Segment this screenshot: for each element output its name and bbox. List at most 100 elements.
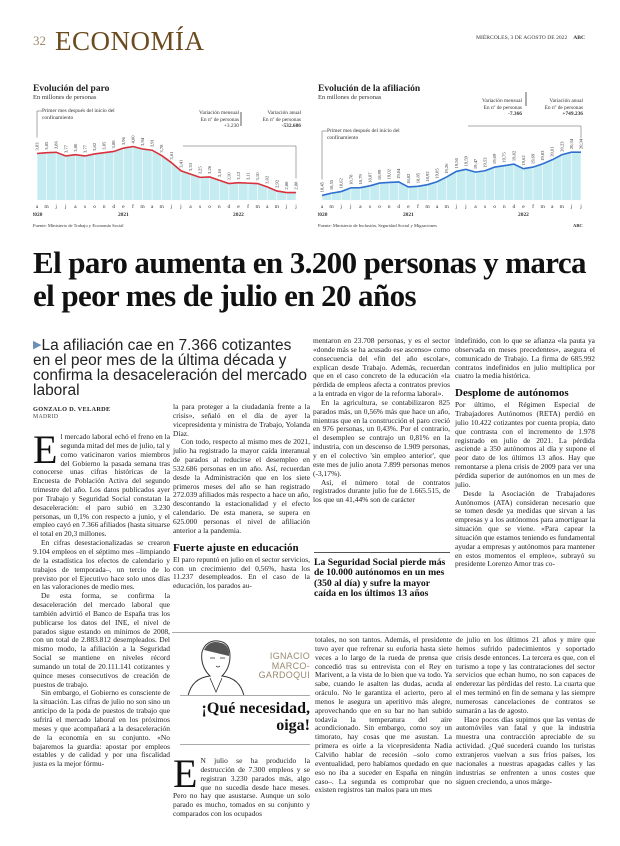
x-tick-label: m <box>540 204 545 210</box>
x-tick-label: n <box>503 204 506 210</box>
x-tick-label: j <box>579 204 582 210</box>
unit: En nº de personas <box>483 104 522 111</box>
data-label: 19,04 <box>396 168 402 179</box>
label: Variación anual <box>549 98 583 104</box>
data-label: 3,85 <box>44 141 50 150</box>
data-label: 3,11 <box>246 172 252 181</box>
data-label: 3,10 <box>226 172 232 181</box>
paragraph: Con todo, respecto al mismo mes de 2021,… <box>173 437 310 535</box>
x-tick-label: e <box>407 204 410 210</box>
x-tick-label: m <box>44 204 49 210</box>
divider <box>172 632 596 633</box>
paragraph: En cifras desestacionalizadas se crearon… <box>33 538 170 592</box>
x-tick-label: j <box>179 204 182 210</box>
article-column-4: indefinido, con lo que se afianza «la pa… <box>455 336 595 569</box>
data-label: 18,92 <box>425 171 431 182</box>
data-label: 19,50 <box>454 157 460 168</box>
data-label: 3,96 <box>121 136 127 145</box>
byline: GONZALO D. VELARDE <box>33 406 111 413</box>
paragraph: Por último, el Régimen Especial de Traba… <box>455 400 595 489</box>
data-label: 3,86 <box>54 141 60 150</box>
x-tick-label: n <box>388 204 391 210</box>
data-label: 19,83 <box>540 150 546 161</box>
unit: En nº de personas <box>200 116 239 123</box>
data-label: 3,83 <box>35 142 41 151</box>
data-label: 19,05 <box>435 168 441 179</box>
x-tick-label: s <box>484 204 486 210</box>
data-label: 3,25 <box>198 166 204 175</box>
x-tick-label: j <box>349 204 352 210</box>
paragraph: l mercado laboral echó el freno en la se… <box>33 432 170 539</box>
place: MADRID <box>33 414 59 420</box>
x-tick-label: s <box>369 204 371 210</box>
data-label: 18,99 <box>377 169 383 180</box>
x-tick-label: f <box>417 203 419 210</box>
x-tick-label: d <box>512 204 515 210</box>
label: Variación mensual <box>199 110 239 116</box>
x-tick-label: d <box>397 204 400 210</box>
data-label: 2,88 <box>294 181 300 190</box>
x-tick-label: j <box>285 204 288 210</box>
dateline: MIÉRCOLES, 3 DE AGOSTO DE 2022 ABC <box>476 35 585 41</box>
opinion-column-2: totales, no son tantos. Además, el presi… <box>315 635 452 795</box>
x-tick-label: o <box>493 204 496 210</box>
chart-source: Fuente: Ministerio de Inclusión, Segurid… <box>318 223 437 228</box>
data-label: 3,18 <box>217 169 223 178</box>
data-label: 19,47 <box>473 158 479 169</box>
x-tick-label: e <box>522 204 525 210</box>
unit: En nº de personas <box>544 104 583 111</box>
chart-subtitle: En millones de personas <box>33 94 97 101</box>
year-label: 2021 <box>118 212 129 218</box>
chart-annotation: Primer mes después del inicio del confin… <box>327 128 400 141</box>
paragraph: de julio en los últimos 21 años y mire q… <box>456 635 595 715</box>
x-tick-label: s <box>84 204 86 210</box>
data-label: 18,78 <box>348 174 354 185</box>
data-label: 18,85 <box>415 172 421 183</box>
data-label: 3,80 <box>73 143 79 152</box>
data-label: 3,33 <box>188 162 194 171</box>
date: MIÉRCOLES, 3 DE AGOSTO DE 2022 <box>476 35 568 41</box>
label: Variación mensual <box>482 98 522 104</box>
chart-source: Fuente: Ministerio de Trabajo y Economía… <box>33 223 124 228</box>
x-tick-label: s <box>199 204 201 210</box>
data-label: 3,10 <box>255 172 261 181</box>
x-tick-label: m <box>425 204 430 210</box>
data-label: 19,62 <box>521 155 527 166</box>
value: +749.236 <box>562 111 583 118</box>
x-tick-label: j <box>570 204 573 210</box>
x-tick-label: n <box>218 204 221 210</box>
data-label: 20,34 <box>579 138 585 149</box>
year-label: 2022 <box>518 212 529 218</box>
triangle-icon: ▶ <box>33 339 42 351</box>
author-portrait <box>187 640 245 696</box>
section-title: ECONOMÍA <box>55 26 205 56</box>
data-label: 18,62 <box>339 178 345 189</box>
year-label: 2021 <box>403 212 414 218</box>
data-label: 19,69 <box>531 153 537 164</box>
data-label: 20,01 <box>550 146 556 157</box>
label: Variación anual <box>267 110 301 116</box>
chart-svg: 3,83 a 3,85 m 3,86 j 3,77 j 3,80 a 3,77 s 3,82 o 3,85 n… <box>33 110 300 218</box>
pull-quote: La Seguridad Social pierde más de 10.000… <box>314 552 450 600</box>
page-number: 32 <box>33 33 46 48</box>
x-tick-label: a <box>266 204 269 210</box>
x-tick-label: a <box>474 204 477 210</box>
x-tick-label: e <box>122 204 125 210</box>
data-label: 20,34 <box>569 138 575 149</box>
x-tick-label: j <box>455 204 458 210</box>
article-column-2: la para proteger a la ciudadanía frente … <box>173 402 310 591</box>
x-tick-label: o <box>93 204 96 210</box>
data-label: 3,91 <box>150 138 156 147</box>
chart-credit: ABC <box>573 223 583 228</box>
data-label: 19,26 <box>444 163 450 174</box>
opinion-author: IGNACIO MARCO-GARDOQUI <box>258 651 310 680</box>
monthly-variation: Variación mensual En nº de personas -7.366 <box>464 98 522 118</box>
paragraph: Desde la Asociación de Trabajadores Autó… <box>455 488 595 569</box>
data-label: 3,77 <box>82 144 88 153</box>
opinion-column-3: de julio en los últimos 21 años y mire q… <box>456 635 595 786</box>
unit: En nº de personas <box>262 116 301 123</box>
x-tick-label: j <box>54 204 57 210</box>
